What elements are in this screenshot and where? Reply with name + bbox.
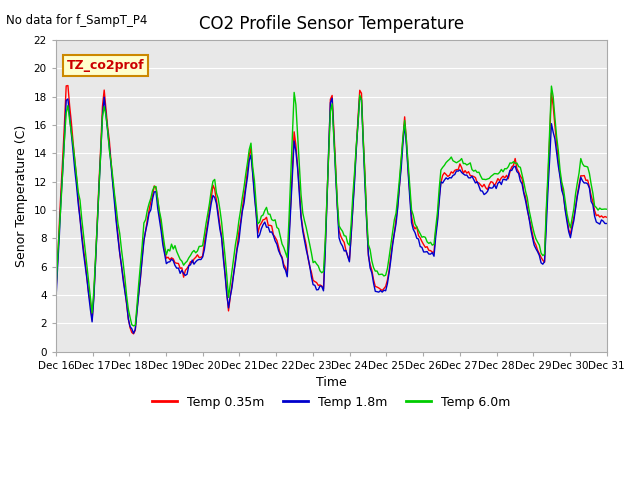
Temp 0.35m: [508, 164, 516, 170]
Temp 0.35m: [444, 174, 452, 180]
Temp 0.35m: [52, 291, 60, 297]
Temp 6.0m: [130, 323, 138, 329]
Temp 6.0m: [442, 160, 450, 166]
Temp 1.8m: [444, 176, 452, 182]
Temp 6.0m: [548, 83, 556, 89]
Temp 1.8m: [603, 221, 611, 227]
Temp 6.0m: [603, 206, 611, 212]
Temp 1.8m: [539, 261, 547, 267]
Temp 1.8m: [130, 330, 138, 336]
Y-axis label: Senor Temperature (C): Senor Temperature (C): [15, 125, 28, 267]
Text: TZ_co2prof: TZ_co2prof: [67, 59, 145, 72]
Line: Temp 0.35m: Temp 0.35m: [56, 85, 607, 334]
Temp 1.8m: [356, 93, 364, 99]
Temp 6.0m: [506, 160, 514, 166]
Temp 1.8m: [133, 309, 141, 315]
Temp 6.0m: [537, 250, 545, 256]
Temp 0.35m: [451, 168, 459, 173]
Temp 6.0m: [339, 228, 346, 234]
Text: No data for f_SampT_P4: No data for f_SampT_P4: [6, 14, 148, 27]
Temp 1.8m: [339, 243, 346, 249]
Temp 6.0m: [52, 290, 60, 296]
Temp 0.35m: [64, 83, 72, 88]
Line: Temp 6.0m: Temp 6.0m: [56, 86, 607, 326]
Temp 0.35m: [603, 215, 611, 220]
Temp 0.35m: [130, 331, 138, 337]
Temp 0.35m: [539, 257, 547, 263]
Temp 6.0m: [449, 158, 457, 164]
Legend: Temp 0.35m, Temp 1.8m, Temp 6.0m: Temp 0.35m, Temp 1.8m, Temp 6.0m: [147, 391, 516, 414]
X-axis label: Time: Time: [316, 376, 347, 389]
Temp 1.8m: [451, 172, 459, 178]
Title: CO2 Profile Sensor Temperature: CO2 Profile Sensor Temperature: [198, 15, 464, 33]
Temp 1.8m: [508, 168, 516, 173]
Temp 6.0m: [133, 302, 141, 308]
Temp 0.35m: [135, 290, 143, 296]
Temp 1.8m: [52, 299, 60, 305]
Temp 0.35m: [340, 240, 348, 245]
Line: Temp 1.8m: Temp 1.8m: [56, 96, 607, 333]
